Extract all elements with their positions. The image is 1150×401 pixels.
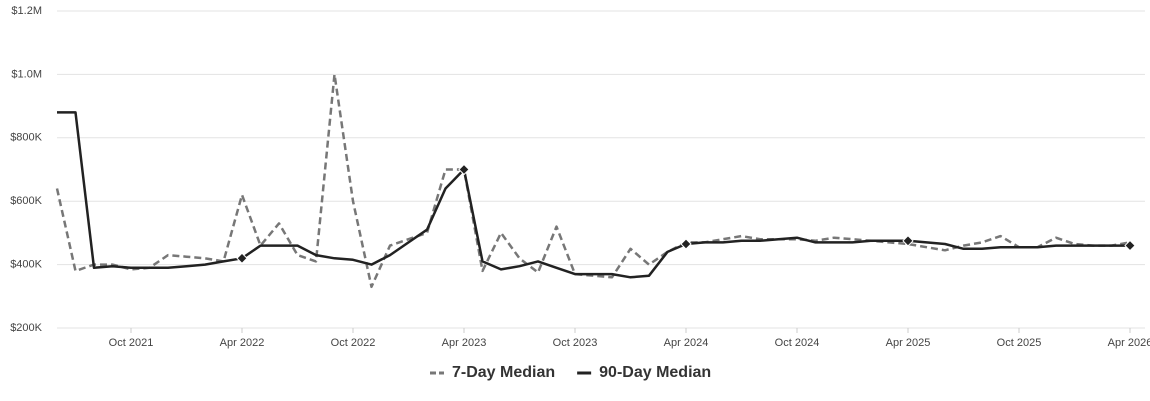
x-tick-label: Apr 2026 [1108, 337, 1150, 349]
point-marker [1124, 239, 1136, 252]
series-line [57, 111, 1130, 279]
x-tick-label: Oct 2022 [331, 337, 376, 349]
legend-label: 7-Day Median [452, 364, 555, 381]
point-marker [902, 235, 914, 247]
x-tick-label: Apr 2022 [220, 337, 265, 349]
x-tick-label: Oct 2024 [775, 337, 820, 349]
y-tick-label: $800K [10, 132, 42, 144]
point-marker [236, 252, 248, 264]
series-line [55, 73, 1131, 289]
y-tick-label: $200K [10, 322, 42, 334]
x-tick-label: Apr 2024 [664, 337, 709, 349]
x-tick-label: Apr 2023 [442, 337, 487, 349]
x-tick-label: Oct 2023 [553, 337, 598, 349]
x-tick-label: Apr 2025 [886, 337, 931, 349]
y-tick-label: $400K [10, 259, 42, 271]
y-tick-label: $1.2M [11, 5, 42, 17]
point-marker [680, 238, 692, 250]
point-marker [458, 163, 470, 176]
legend-label: 90-Day Median [599, 364, 711, 381]
x-tick-label: Oct 2025 [997, 337, 1042, 349]
y-tick-label: $1.0M [11, 68, 42, 80]
y-tick-label: $600K [10, 195, 42, 207]
x-tick-label: Oct 2021 [109, 337, 154, 349]
